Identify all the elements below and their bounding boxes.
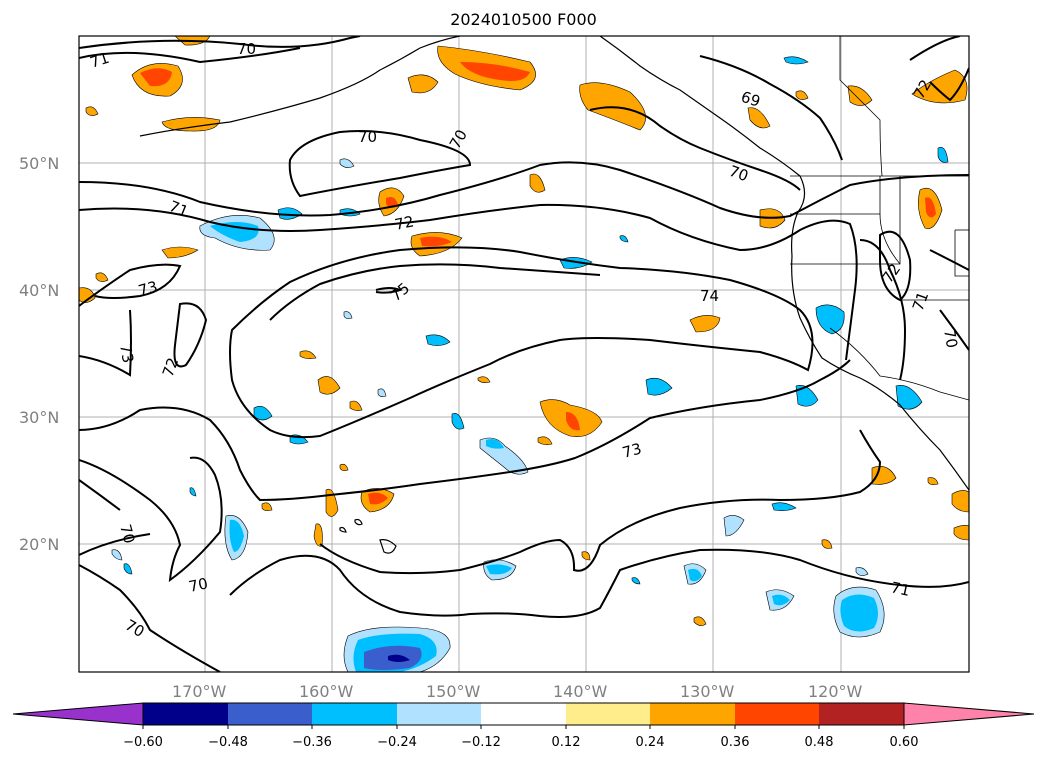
colorbar-tick-label: 0.48 [805,735,834,750]
contour-label: 73 [620,440,643,462]
lat-label: 40°N [19,281,59,300]
contour-label: 71 [889,578,911,600]
contour-label: 70 [358,128,377,146]
contour-label: 70 [237,40,256,58]
contour-labels: 71 70 70 70 69 70 71 72 73 75 74 73 72 7… [88,40,961,641]
colorbar-max-extend [903,702,1035,726]
colorbar-tick-label: −0.60 [123,735,163,750]
contour-label: 72 [159,355,182,379]
contour-label: 70 [116,522,138,545]
colorbar-swatch [143,703,228,725]
contour-label: 70 [727,162,751,185]
lat-label: 20°N [19,535,59,554]
negative-anomalies [111,56,949,672]
contour-label: 72 [393,212,415,234]
contour-label: 71 [909,289,932,313]
colorbar-swatch [566,703,650,725]
colorbar-swatch [397,703,481,725]
longitude-labels: 170°W 160°W 150°W 140°W 130°W 120°W [172,682,863,701]
colorbar-outline [142,702,905,726]
colorbar-min-extend [12,702,144,726]
colorbar-swatch [819,703,904,725]
lat-label: 50°N [19,154,59,173]
contour-label: 74 [700,287,719,305]
map-panel [79,36,969,672]
map-frame [78,35,970,673]
latitude-labels: 50°N 40°N 30°N 20°N [19,154,59,554]
colorbar-tick-label: 0.24 [636,735,665,750]
colorbar-swatch [735,703,819,725]
colorbar-tick-label: −0.48 [208,735,248,750]
contour-label: 69 [739,88,763,111]
contour-label: 70 [187,574,209,596]
lon-label: 120°W [808,682,863,701]
lat-label: 30°N [19,408,59,427]
lon-label: 130°W [680,682,735,701]
contour-label: 73 [116,343,137,365]
colorbar-swatch [481,703,566,725]
lon-label: 150°W [426,682,481,701]
contour-label: 71 [88,49,112,72]
lon-label: 170°W [172,682,227,701]
colorbar-tick-label: −0.12 [461,735,501,750]
colorbar-tick-label: 0.12 [552,735,581,750]
colorbar: −0.60 −0.48 −0.36 −0.24 −0.12 0.12 0.24 … [12,702,1035,750]
colorbar-swatch [650,703,735,725]
colorbar-tick-label: −0.36 [292,735,332,750]
colorbar-tick-label: −0.24 [377,735,417,750]
borders [790,36,969,401]
colorbar-tick-label: 0.60 [890,735,919,750]
contour-label: 70 [940,328,961,350]
contour-label: 73 [136,278,159,300]
colorbar-swatch [228,703,312,725]
coastlines [139,36,969,554]
lon-label: 160°W [299,682,354,701]
contour-label: 71 [167,197,191,221]
colorbar-swatch [312,703,397,725]
lon-label: 140°W [553,682,608,701]
colorbar-tick-label: 0.36 [721,735,750,750]
graticule [79,36,969,672]
contour-lines [79,36,969,672]
map-title: 2024010500 F000 [450,10,597,29]
